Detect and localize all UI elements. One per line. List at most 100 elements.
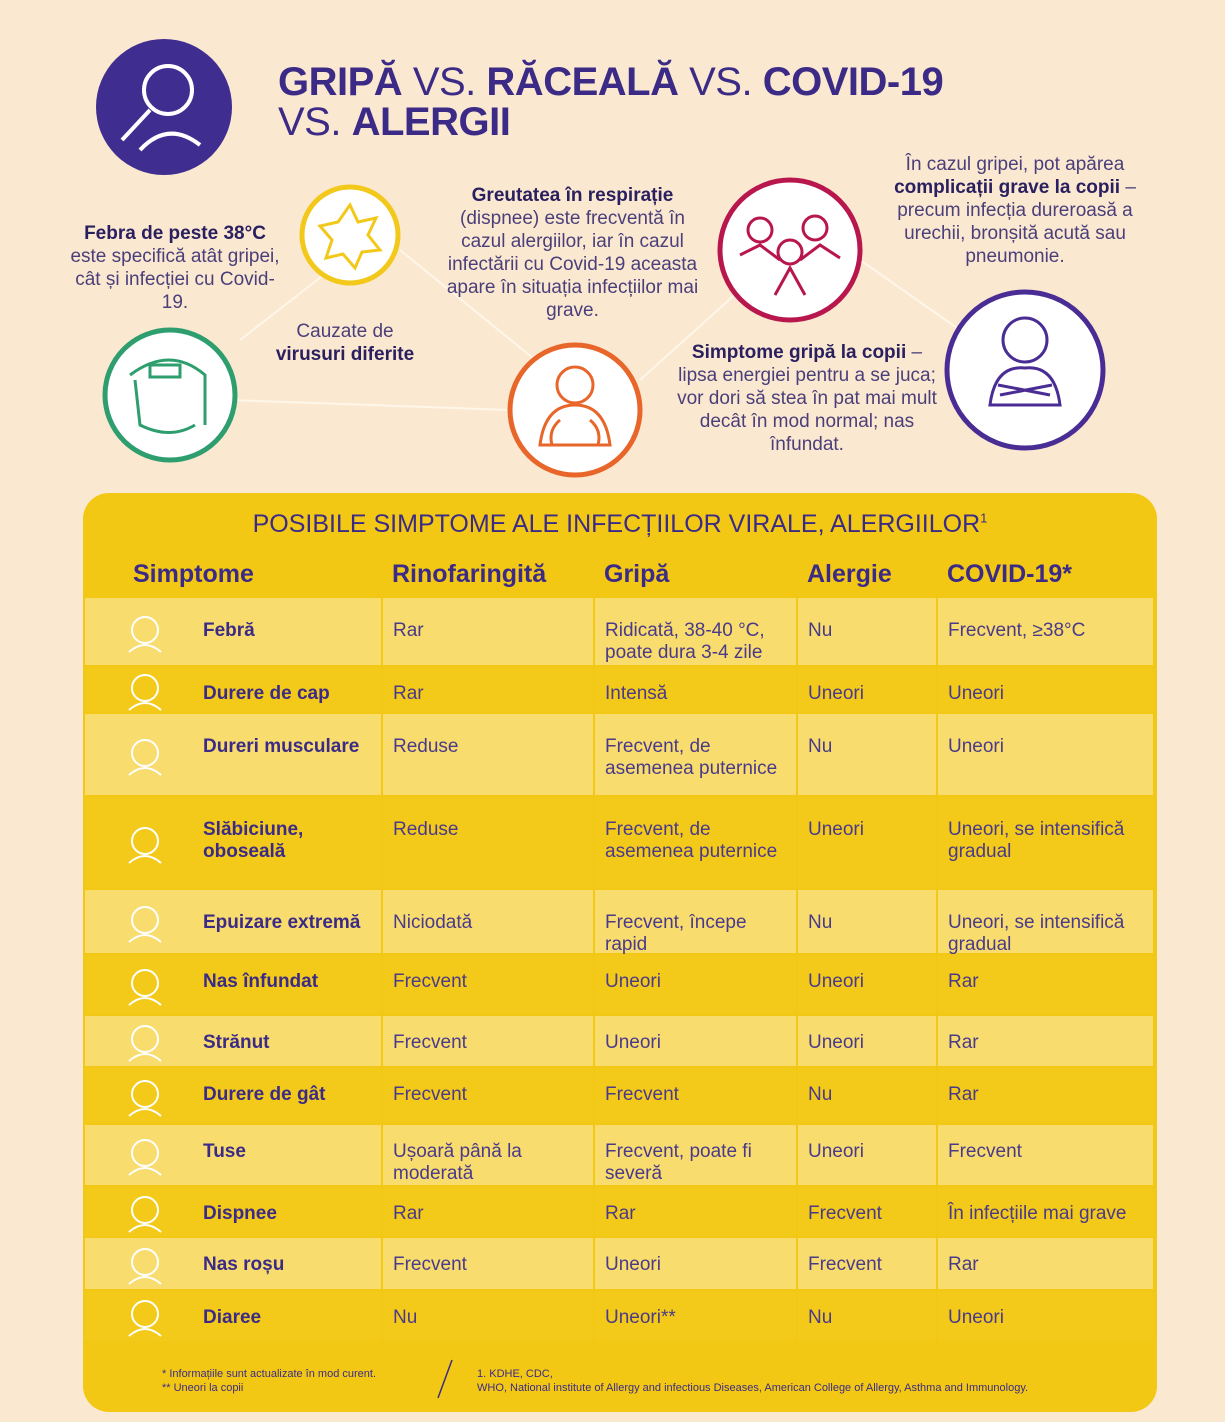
callout-text: – lipsa energiei pentru a se juca; vor d… — [677, 342, 937, 455]
table-cell: Rar — [383, 1187, 593, 1236]
table-cell: Nu — [798, 890, 936, 953]
table-cell: Uneori — [798, 955, 936, 1014]
title-word: RĂCEALĂ — [486, 60, 679, 104]
table-cell: Uneori — [938, 667, 1153, 712]
kids-icon — [717, 177, 863, 323]
table-cell: Uneori — [798, 797, 936, 888]
callout-bold: complicații grave la copii — [894, 177, 1121, 198]
callout-bold: virusuri diferite — [275, 344, 415, 365]
title-word: GRIPĂ — [278, 60, 403, 104]
callout-bold: Greutatea în respirație — [471, 185, 674, 206]
symptom-icon — [128, 968, 162, 1006]
symptom-icon — [128, 1195, 162, 1233]
callout: Febra de peste 38°C este specifică atât … — [65, 222, 285, 314]
fever-glyph — [129, 358, 207, 434]
footnote: * Informațiile sunt actualizate în mod c… — [162, 1368, 376, 1380]
table-cell: Uneori — [595, 1238, 796, 1289]
table-cell: Uneori — [938, 1291, 1153, 1341]
callout: Greutatea în respirație (dispnee) este f… — [445, 184, 700, 322]
callout-bold: Simptome gripă la copii — [691, 342, 907, 363]
table-cell: Rar — [938, 1238, 1153, 1289]
fever-icon — [102, 327, 238, 463]
title-word: ALERGII — [351, 100, 511, 144]
table-cell: Frecvent — [383, 955, 593, 1014]
decor — [96, 39, 1106, 478]
lungs-glyph — [538, 365, 612, 447]
table-cell: Rar — [938, 955, 1153, 1014]
table-cell: Uneori — [798, 1016, 936, 1066]
table-cell: Frecvent, de asemenea puternice — [595, 714, 796, 795]
table-cell: Frecvent — [595, 1068, 796, 1123]
table-cell: Frecvent — [938, 1125, 1153, 1185]
symptom-cell: Nas înfundat — [85, 955, 381, 1014]
symptom-icon — [128, 1300, 162, 1337]
callout-text: (dispnee) este frecventă în cazul alergi… — [446, 208, 699, 321]
column-header: COVID-19* — [947, 560, 1073, 588]
table-cell: Uneori, se intensifică gradual — [938, 890, 1153, 955]
table-cell: Frecvent, începe rapid — [595, 890, 796, 955]
source: 1. KDHE, CDC, — [477, 1368, 553, 1380]
table-cell: Frecvent — [383, 1016, 593, 1066]
table-cell: Nu — [798, 714, 936, 795]
table-title-sup: 1 — [980, 510, 988, 526]
table-cell: Nu — [798, 598, 936, 665]
source: WHO, National institute of Allergy and i… — [477, 1382, 1029, 1394]
symptom-icon — [128, 1139, 162, 1176]
column-header: Simptome — [133, 560, 254, 588]
table-cell: Frecvent, de asemenea puternice — [595, 797, 796, 888]
column-header: Gripă — [604, 560, 670, 588]
title-word: VS. — [278, 100, 341, 144]
callout-text: – precum infecția dureroasă a urechii, b… — [897, 177, 1136, 267]
callout-text: este specifică atât gripei, cât și infec… — [70, 246, 280, 313]
table-cell: Uneori — [938, 714, 1153, 795]
table-cell: Uneori — [798, 1125, 936, 1185]
callout-text: În cazul gripei, pot apărea — [905, 154, 1125, 175]
table-cell: Frecvent, ≥38°C — [938, 598, 1153, 665]
table-cell: Intensă — [595, 667, 796, 712]
chills-glyph — [988, 316, 1062, 407]
table-cell: Uneori — [595, 955, 796, 1014]
table-cell: Rar — [938, 1016, 1153, 1066]
virus-glyph — [317, 202, 383, 271]
callout: În cazul gripei, pot apărea complicații … — [875, 153, 1155, 268]
column-header: Rinofaringită — [392, 560, 547, 588]
callout: Simptome gripă la copii – lipsa energiei… — [672, 341, 942, 456]
table-title-text: POSIBILE SIMPTOME ALE INFECȚIILOR VIRALE… — [252, 510, 981, 538]
symptom-icon — [128, 738, 162, 776]
table-cell: Frecvent — [798, 1238, 936, 1289]
separator — [437, 1359, 453, 1399]
table-cell: Rar — [383, 667, 593, 712]
callout: Cauzate de virusuri diferite — [255, 320, 435, 366]
chills-icon — [944, 289, 1106, 451]
table-cell: Ridicată, 38-40 °C, poate dura 3-4 zile — [595, 598, 796, 665]
title: GRIPĂ VS. RĂCEALĂ VS. COVID-19 VS. ALERG… — [278, 60, 944, 144]
lungs-icon — [507, 342, 643, 478]
table-cell: În infecțiile mai grave — [938, 1187, 1153, 1236]
table-cell: Uneori — [595, 1016, 796, 1066]
symptom-icon — [128, 673, 162, 711]
table-cell: Frecvent — [798, 1187, 936, 1236]
title-word: VS. — [412, 60, 476, 104]
table-cell: Niciodată — [383, 890, 593, 953]
table-cell: Nu — [798, 1291, 936, 1341]
head-glyph — [120, 64, 202, 152]
title-word: VS. — [689, 60, 753, 104]
table-cell: Nu — [383, 1291, 593, 1341]
head-icon — [96, 39, 232, 175]
symptom-cell: Febră — [85, 598, 381, 665]
table-cell: Reduse — [383, 797, 593, 888]
symptom-cell: Durere de cap — [85, 667, 381, 712]
title-word: COVID-19 — [762, 60, 944, 104]
sources: 1. KDHE, CDC, WHO, National institute of … — [477, 1367, 1028, 1395]
table-cell: Ușoară până la moderată — [383, 1125, 593, 1185]
symptom-cell: Dureri musculare — [85, 714, 381, 795]
symptom-cell: Tuse — [85, 1125, 381, 1185]
table-title: POSIBILE SIMPTOME ALE INFECȚIILOR VIRALE… — [83, 510, 1157, 539]
callout-text: Cauzate de — [296, 321, 394, 342]
table-cell: Uneori — [798, 667, 936, 712]
symptom-cell: Epuizare extremă — [85, 890, 381, 953]
symptom-icon — [128, 1247, 162, 1285]
table-cell: Rar — [383, 598, 593, 665]
table-cell: Rar — [595, 1187, 796, 1236]
symptom-icon — [128, 826, 162, 864]
